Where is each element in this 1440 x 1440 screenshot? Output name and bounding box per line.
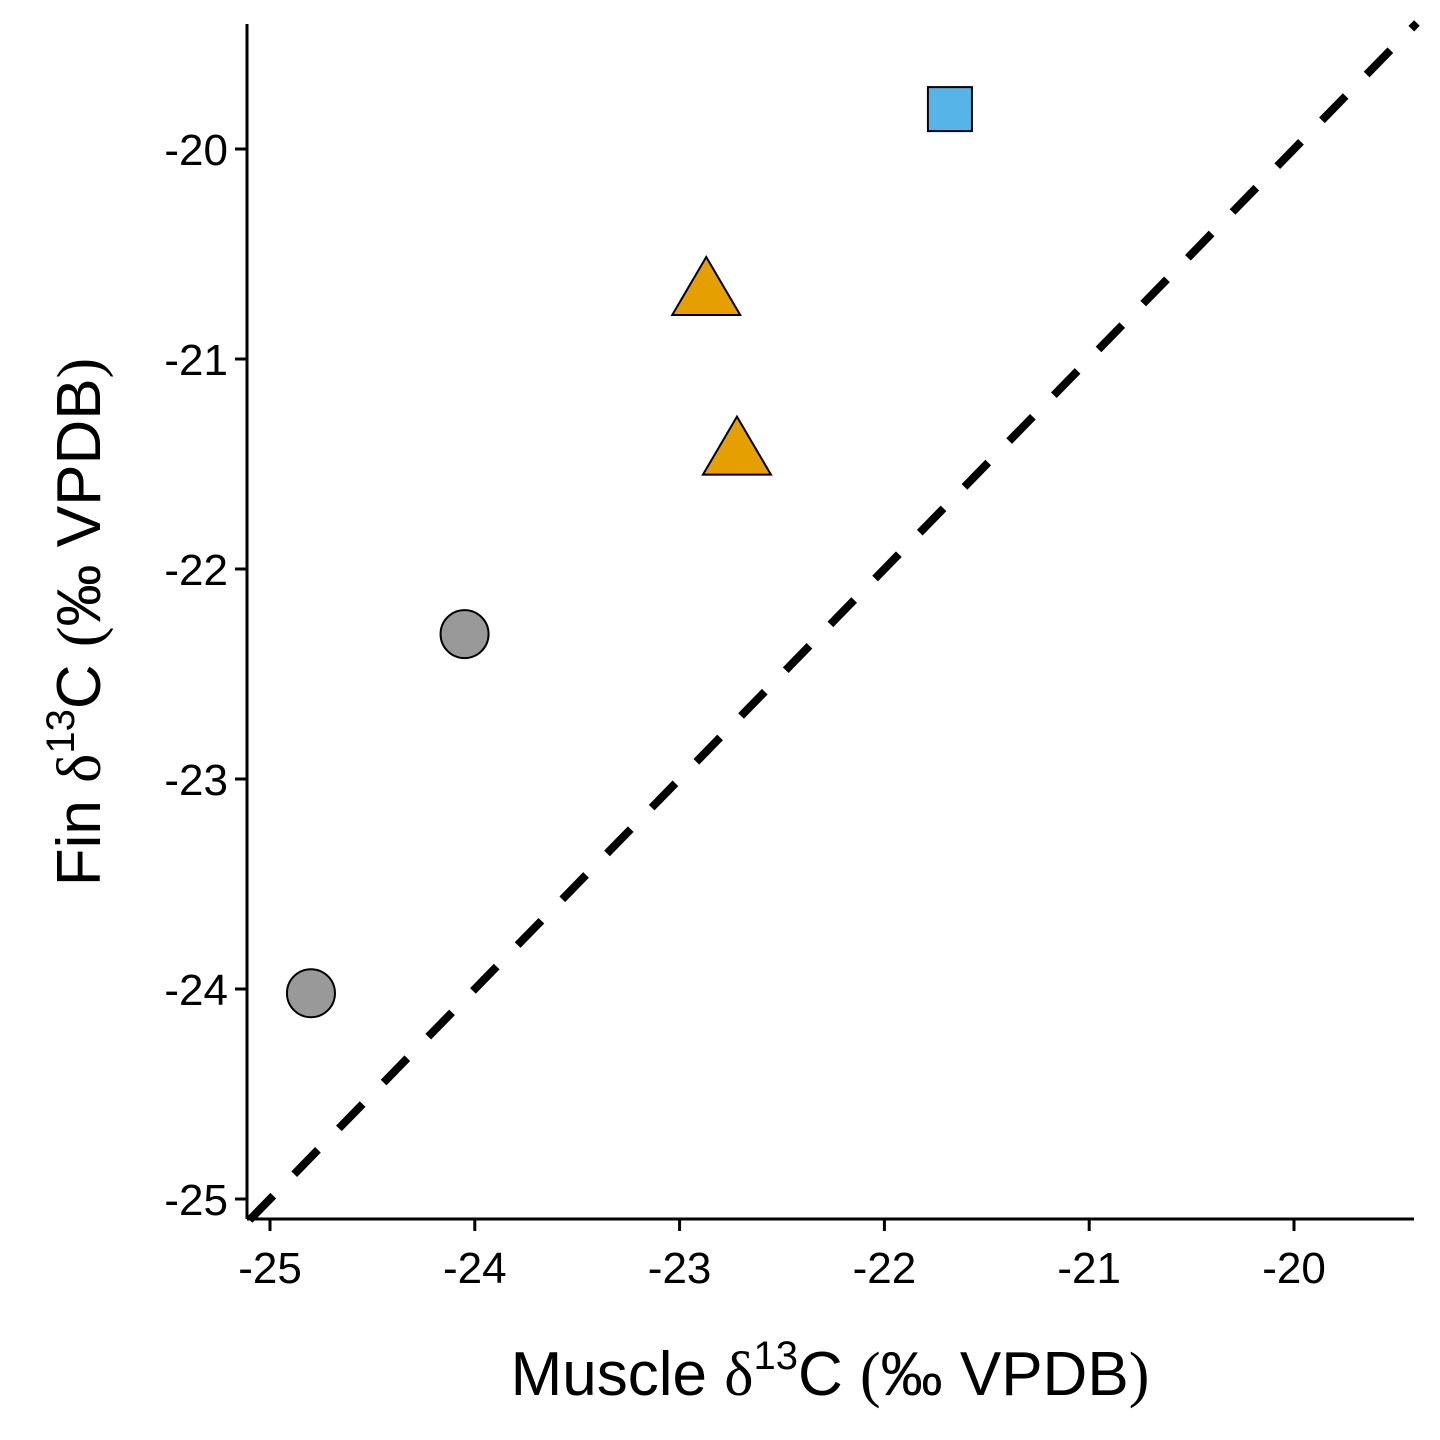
- x-tick-label: -23: [648, 1244, 712, 1293]
- data-point-square: [926, 86, 973, 133]
- y-tick-label: -20: [164, 126, 228, 175]
- y-tick-label: -23: [164, 756, 228, 805]
- x-tick-label: -20: [1262, 1244, 1326, 1293]
- data-point-triangle: [670, 255, 742, 316]
- data-point-circle: [285, 968, 336, 1019]
- y-tick-label: -22: [164, 546, 228, 595]
- y-tick-label: -24: [164, 966, 228, 1015]
- reference-line-layer: [246, 20, 1420, 1223]
- data-point-circle: [439, 609, 490, 660]
- x-tick-label: -24: [443, 1244, 507, 1293]
- x-tick-label: -22: [853, 1244, 917, 1293]
- y-tick-label: -21: [164, 336, 228, 385]
- ticks-layer: -25 -24 -23 -22 -21 -20 -25 -24 -23 -22 -21 -20: [164, 126, 1325, 1293]
- data-points-layer: [285, 86, 973, 1019]
- x-tick-label: -25: [238, 1244, 302, 1293]
- one-to-one-reference-line: [246, 20, 1420, 1223]
- x-tick-label: -21: [1057, 1244, 1121, 1293]
- x-axis-title: Muscle δ13C (‰ VPDB): [511, 1334, 1150, 1409]
- axes-layer: [245, 24, 1414, 1221]
- y-axis-title: Fin δ13C (‰ VPDB): [39, 358, 114, 886]
- y-tick-label: -25: [164, 1176, 228, 1225]
- data-point-triangle: [701, 414, 773, 476]
